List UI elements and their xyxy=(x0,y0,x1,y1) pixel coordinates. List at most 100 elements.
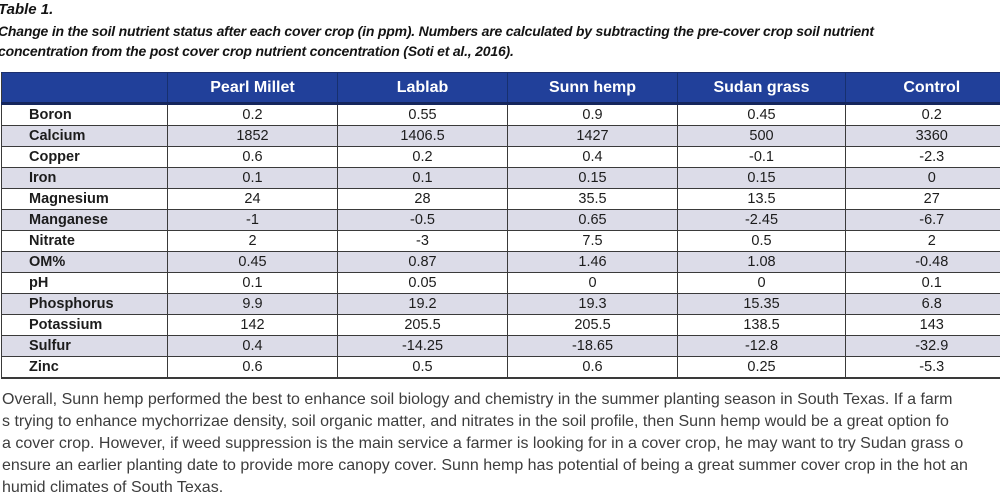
cell-value: 0.4 xyxy=(507,146,678,168)
cell-value: 1852 xyxy=(167,125,338,147)
row-label: Phosphorus xyxy=(1,293,168,315)
cell-value: 0.6 xyxy=(167,356,338,379)
caption-line: concentration from the post cover crop n… xyxy=(0,43,514,59)
cell-value: -18.65 xyxy=(507,335,678,357)
row-label: Nitrate xyxy=(1,230,168,252)
cell-value: 13.5 xyxy=(677,188,846,210)
cell-value: 0.15 xyxy=(507,167,678,189)
cell-value: -0.48 xyxy=(845,251,1000,273)
cell-value: 0.87 xyxy=(337,251,508,273)
cell-value: -12.8 xyxy=(677,335,846,357)
cell-value: -6.7 xyxy=(845,209,1000,231)
row-label: Manganese xyxy=(1,209,168,231)
cell-value: 19.3 xyxy=(507,293,678,315)
cell-value: 0.45 xyxy=(167,251,338,273)
cell-value: 0.05 xyxy=(337,272,508,294)
cell-value: 205.5 xyxy=(337,314,508,336)
table-row: OM% 0.45 0.87 1.46 1.08 -0.48 xyxy=(1,251,1000,273)
cell-value: 0 xyxy=(845,167,1000,189)
cell-value: -1 xyxy=(167,209,338,231)
row-label: Copper xyxy=(1,146,168,168)
cell-value: 1406.5 xyxy=(337,125,508,147)
cell-value: 7.5 xyxy=(507,230,678,252)
cell-value: 0.25 xyxy=(677,356,846,379)
row-label: pH xyxy=(1,272,168,294)
table-header-row: Pearl Millet Lablab Sunn hemp Sudan grass Co… xyxy=(1,72,1000,105)
cell-value: 1.08 xyxy=(677,251,846,273)
table-title: Table 1. xyxy=(0,1,54,18)
table-row: Boron 0.2 0.55 0.9 0.45 0.2 xyxy=(2,103,1000,126)
column-header: Control xyxy=(845,72,1000,105)
cell-value: -0.5 xyxy=(337,209,508,231)
cell-value: 142 xyxy=(167,314,338,336)
cell-value: 0.1 xyxy=(845,272,1000,294)
cell-value: 0.4 xyxy=(167,335,338,357)
cell-value: -5.3 xyxy=(845,356,1000,379)
cell-value: -0.1 xyxy=(677,146,846,168)
caption-line: Change in the soil nutrient status after… xyxy=(0,23,874,39)
cell-value: 28 xyxy=(337,188,508,210)
column-header: Sudan grass xyxy=(677,72,846,105)
row-label: Potassium xyxy=(1,314,168,336)
cell-value: -3 xyxy=(337,230,508,252)
table-row: Nitrate 2 -3 7.5 0.5 2 xyxy=(1,230,1000,252)
soil-nutrient-table: Pearl Millet Lablab Sunn hemp Sudan grass Co… xyxy=(1,72,1000,379)
paragraph-line: s trying to enhance mychorrizae density,… xyxy=(2,413,949,430)
cell-value: 0 xyxy=(507,272,678,294)
cell-value: 2 xyxy=(845,230,1000,252)
cell-value: 19.2 xyxy=(337,293,508,315)
cell-value: -32.9 xyxy=(845,335,1000,357)
cell-value: 0.65 xyxy=(507,209,678,231)
column-header: Sunn hemp xyxy=(507,72,678,105)
cell-value: 0.2 xyxy=(337,146,508,168)
paragraph-line: humid climates of South Texas. xyxy=(2,479,224,496)
cell-value: -2.3 xyxy=(845,146,1000,168)
table-row: Manganese -1 -0.5 0.65 -2.45 -6.7 xyxy=(1,209,1000,231)
cell-value: 0.2 xyxy=(845,103,1000,126)
row-label: Calcium xyxy=(1,125,168,147)
table-row: Calcium 1852 1406.5 1427 500 3360 xyxy=(1,125,1000,147)
cell-value: 138.5 xyxy=(677,314,846,336)
table-row: Zinc 0.6 0.5 0.6 0.25 -5.3 xyxy=(1,356,1000,379)
cell-value: 0 xyxy=(677,272,846,294)
cell-value: 24 xyxy=(167,188,338,210)
cell-value: 27 xyxy=(845,188,1000,210)
cell-value: 0.2 xyxy=(167,103,338,126)
table-row: Iron 0.1 0.1 0.15 0.15 0 xyxy=(1,167,1000,189)
column-header-empty xyxy=(1,72,168,105)
row-label: Magnesium xyxy=(1,188,168,210)
summary-paragraph: Overall, Sunn hemp performed the best to… xyxy=(2,389,1000,499)
cell-value: -14.25 xyxy=(337,335,508,357)
cell-value: 0.9 xyxy=(507,103,678,126)
cell-value: 0.55 xyxy=(337,103,508,126)
cell-value: 143 xyxy=(845,314,1000,336)
cell-value: 500 xyxy=(677,125,846,147)
row-label: Sulfur xyxy=(1,335,168,357)
cell-value: 2 xyxy=(167,230,338,252)
cell-value: 0.15 xyxy=(677,167,846,189)
cell-value: 1427 xyxy=(507,125,678,147)
cell-value: 15.35 xyxy=(677,293,846,315)
row-label: Boron xyxy=(29,107,72,123)
cell-value: 1.46 xyxy=(507,251,678,273)
cell-value: 0.1 xyxy=(167,167,338,189)
row-label: OM% xyxy=(1,251,168,273)
column-header: Lablab xyxy=(337,72,508,105)
table-caption: Change in the soil nutrient status after… xyxy=(0,21,1000,61)
paragraph-line: a cover crop. However, if weed suppressi… xyxy=(2,435,964,452)
cell-value: 0.5 xyxy=(337,356,508,379)
cell-value: 9.9 xyxy=(167,293,338,315)
table-body: Boron 0.2 0.55 0.9 0.45 0.2 Calcium 1852 1406.5 1… xyxy=(1,103,1000,379)
cell-value: 0.1 xyxy=(337,167,508,189)
table-row: Copper 0.6 0.2 0.4 -0.1 -2.3 xyxy=(1,146,1000,168)
table-row: Potassium 142 205.5 205.5 138.5 143 xyxy=(1,314,1000,336)
paragraph-line: Overall, Sunn hemp performed the best to… xyxy=(2,391,953,408)
cell-value: 0.6 xyxy=(507,356,678,379)
table-row: Phosphorus 9.9 19.2 19.3 15.35 6.8 xyxy=(1,293,1000,315)
paragraph-line: ensure an earlier planting date to provi… xyxy=(2,457,968,474)
table-row: Magnesium 24 28 35.5 13.5 27 xyxy=(1,188,1000,210)
cell-value: 0.1 xyxy=(167,272,338,294)
table-row: Sulfur 0.4 -14.25 -18.65 -12.8 -32.9 xyxy=(1,335,1000,357)
row-label: Iron xyxy=(1,167,168,189)
